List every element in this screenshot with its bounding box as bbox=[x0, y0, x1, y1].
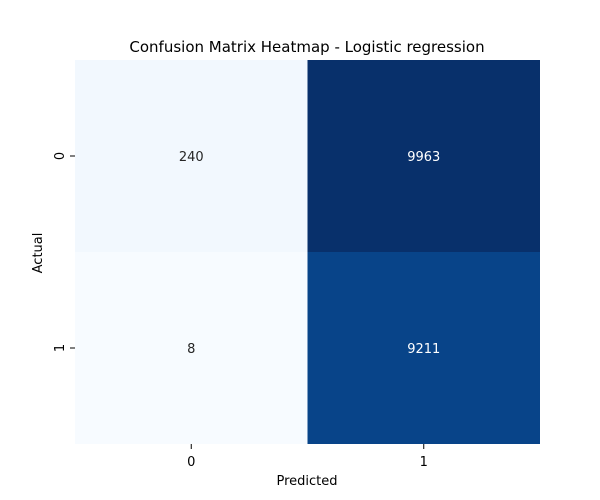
x-axis-label: Predicted bbox=[276, 474, 337, 489]
heatmap-cells bbox=[75, 60, 540, 444]
cell-value-label: 9211 bbox=[407, 342, 440, 357]
cell-value-label: 240 bbox=[179, 150, 204, 165]
heatmap-cell bbox=[307, 252, 540, 444]
cell-value-label: 9963 bbox=[407, 150, 440, 165]
heatmap-cell bbox=[75, 252, 308, 444]
heatmap-cell bbox=[307, 60, 540, 252]
cell-value-label: 8 bbox=[187, 342, 195, 357]
y-tick-label: 0 bbox=[53, 152, 68, 160]
cell-annotations: 240 9963 8 9211 bbox=[179, 150, 440, 357]
chart-title: Confusion Matrix Heatmap - Logistic regr… bbox=[129, 38, 484, 56]
x-tick-label: 0 bbox=[187, 455, 195, 470]
x-tick-label: 1 bbox=[420, 455, 428, 470]
y-tick-label: 1 bbox=[53, 344, 68, 352]
y-axis-label: Actual bbox=[31, 233, 46, 274]
heatmap-cell bbox=[75, 60, 308, 252]
y-axis: 01 bbox=[53, 152, 75, 352]
